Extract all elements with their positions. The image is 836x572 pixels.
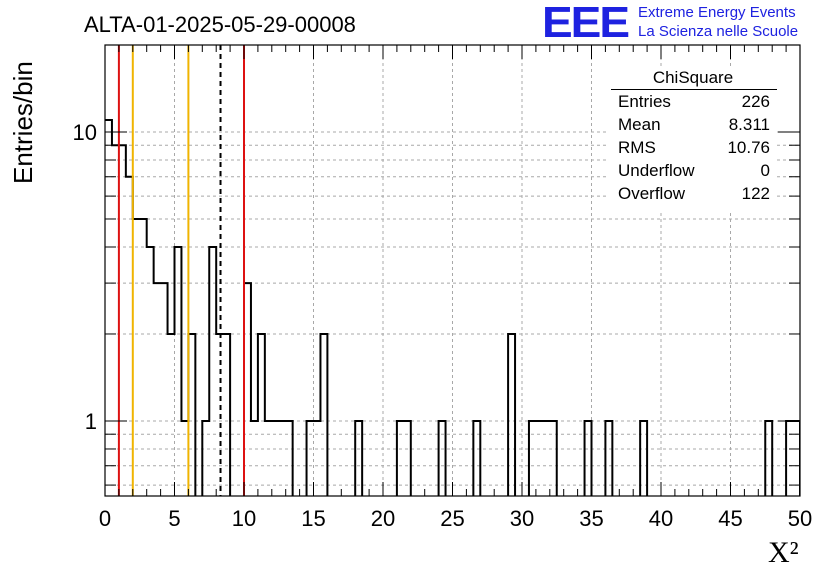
- stats-label: Mean: [618, 115, 661, 134]
- stats-value: 10.76: [727, 138, 770, 157]
- brand-line-1: Extreme Energy Events: [638, 4, 796, 21]
- stats-divider: [611, 89, 777, 90]
- stats-value: 226: [741, 92, 770, 111]
- axes-layer: 0 5 10 15 20 25 30 35 40 45 50 1 10: [73, 44, 812, 531]
- stats-label: Underflow: [618, 161, 695, 180]
- x-tick-label: 40: [649, 506, 673, 531]
- stats-label: Entries: [618, 92, 671, 111]
- x-tick-label: 20: [371, 506, 395, 531]
- y-tick-label: 1: [85, 409, 97, 434]
- stats-value: 0: [760, 161, 770, 180]
- x-axis-label: X²: [768, 536, 799, 569]
- eee-brand: EEE Extreme Energy Events La Scienza nel…: [542, 0, 832, 46]
- eee-logo: EEE: [542, 0, 630, 47]
- stats-label: RMS: [618, 138, 656, 157]
- stats-label: Overflow: [618, 184, 686, 203]
- stats-row: Overflow 122: [618, 184, 770, 206]
- stats-row: Underflow 0: [618, 161, 770, 183]
- x-tick-label: 25: [440, 506, 464, 531]
- stats-row: Entries 226: [618, 92, 770, 114]
- chart-title: ALTA-01-2025-05-29-00008: [84, 12, 356, 37]
- x-tick-label: 50: [788, 506, 812, 531]
- stats-value: 8.311: [728, 115, 770, 134]
- stats-row: Mean 8.311: [618, 115, 770, 137]
- x-tick-label: 15: [301, 506, 325, 531]
- x-tick-label: 10: [232, 506, 256, 531]
- stats-value: 122: [741, 184, 770, 203]
- stats-row: RMS 10.76: [618, 138, 770, 160]
- brand-line-2: La Scienza nelle Scuole: [638, 23, 799, 40]
- x-tick-label: 5: [168, 506, 180, 531]
- x-tick-label: 35: [579, 506, 603, 531]
- stats-title: ChiSquare: [652, 68, 734, 87]
- x-tick-label: 45: [718, 506, 742, 531]
- x-tick-label: 30: [510, 506, 534, 531]
- x-tick-label: 0: [99, 506, 111, 531]
- y-tick-label: 10: [73, 120, 97, 145]
- stats-box: ChiSquare Entries 226 Mean 8.311 RMS 10.…: [609, 66, 777, 210]
